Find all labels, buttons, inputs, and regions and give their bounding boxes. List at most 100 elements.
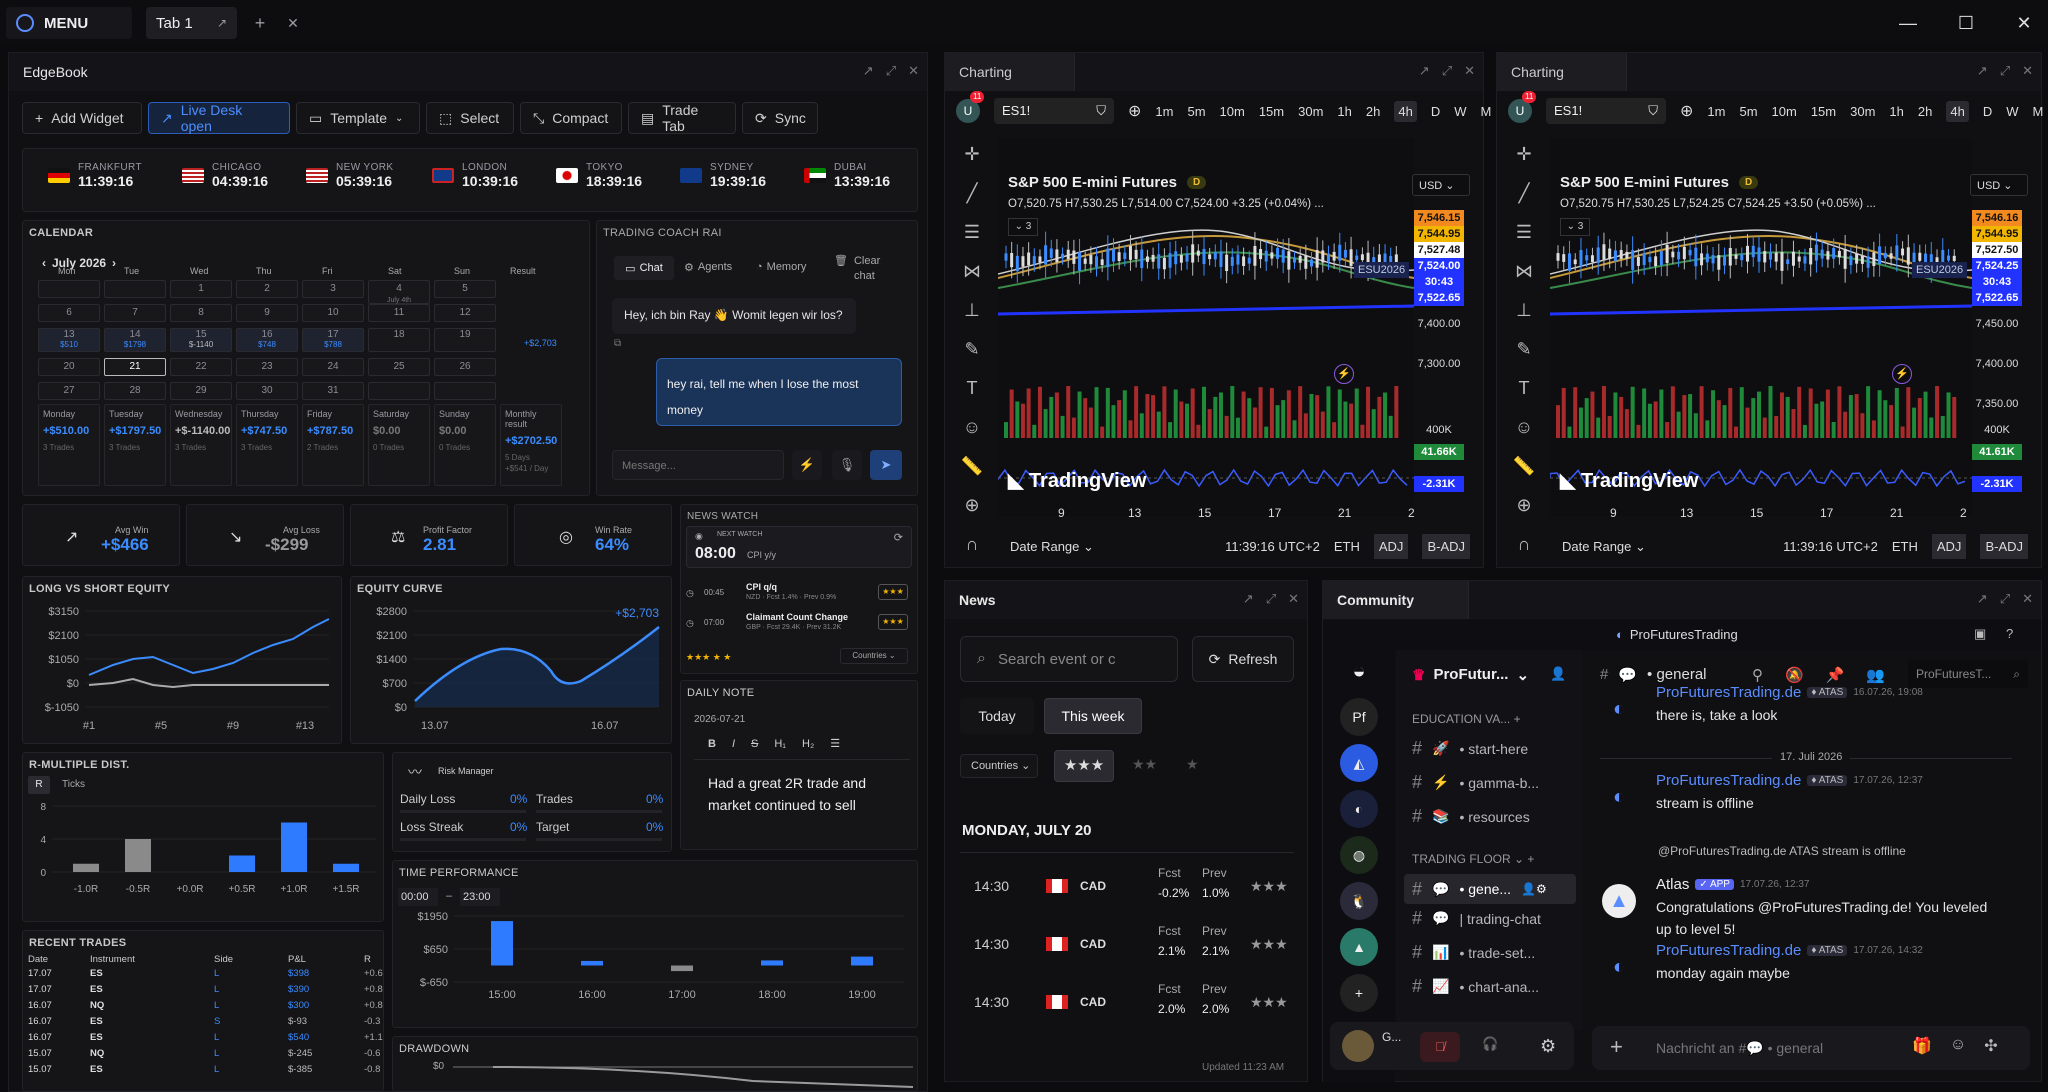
popout-icon[interactable]: ↗ xyxy=(1976,591,1988,606)
expand-icon[interactable]: ⤢ xyxy=(1265,591,1277,606)
impact-3-filter[interactable]: ★★★ xyxy=(1054,750,1114,782)
timeframe-30m[interactable]: 30m xyxy=(1850,103,1876,119)
chat-search[interactable]: ProFuturesT... ⌕ xyxy=(1908,660,2028,688)
date-range-dropdown[interactable]: Date Range ⌄ xyxy=(1562,538,1646,554)
timeframe-4h[interactable]: 4h xyxy=(1946,100,1969,122)
attach-icon[interactable]: + xyxy=(1610,1034,1623,1059)
headset-icon[interactable]: 🎧 xyxy=(1482,1036,1499,1051)
author-name[interactable]: ProFuturesTrading.de xyxy=(1656,942,1802,959)
calendar-day[interactable]: 11 xyxy=(368,304,430,322)
calendar-day[interactable]: 14 $1798 xyxy=(104,328,166,352)
server-name-dropdown[interactable]: ♛ ProFutur... ⌄ xyxy=(1412,666,1529,684)
select-button[interactable]: ⬚ Select xyxy=(426,102,514,134)
expand-icon[interactable]: ⤢ xyxy=(885,63,897,78)
calendar-day[interactable]: 21 xyxy=(104,358,166,376)
category-trading-floor[interactable]: TRADING FLOOR ⌄ + xyxy=(1412,852,1535,866)
calendar-day[interactable]: 16 $748 xyxy=(236,328,298,352)
calendar-day[interactable]: 15 $-1140 xyxy=(170,328,232,352)
calendar-day[interactable]: 6 xyxy=(38,304,100,322)
currency-select[interactable]: USD ⌄ xyxy=(1970,174,2028,196)
calendar-day[interactable]: 8 xyxy=(170,304,232,322)
minimize-button[interactable]: — xyxy=(1899,12,1917,33)
author-name[interactable]: Atlas xyxy=(1656,876,1690,893)
calendar-day[interactable]: 10 xyxy=(302,304,364,322)
news-watch-countries[interactable]: Countries ⌄ xyxy=(840,648,908,664)
emoji-icon[interactable]: ☺ xyxy=(962,417,982,437)
timeframe-1m[interactable]: 1m xyxy=(1707,103,1726,119)
daily-note-text[interactable]: Had a great 2R trade and market continue… xyxy=(708,775,866,813)
author-name[interactable]: ProFuturesTrading.de xyxy=(1656,772,1802,789)
b-adj-button[interactable]: B-ADJ xyxy=(1980,534,2028,559)
gift-icon[interactable]: 🎁 xyxy=(1912,1038,1932,1055)
message-composer[interactable] xyxy=(1592,1026,2030,1070)
indicator-collapse[interactable]: ⌄ 3 xyxy=(1008,218,1038,236)
timeframe-1m[interactable]: 1m xyxy=(1155,103,1174,119)
calendar-day[interactable]: 7 xyxy=(104,304,166,322)
copy-icon[interactable]: ⧉ xyxy=(614,338,622,349)
price-chart[interactable] xyxy=(998,138,1414,516)
tab-1[interactable]: Tab 1 ↗ xyxy=(146,7,237,39)
menu-button[interactable]: MENU xyxy=(6,7,132,39)
heading1-icon[interactable]: H₁ xyxy=(774,737,787,750)
toggle-ticks[interactable]: Ticks xyxy=(62,779,85,790)
calendar-day[interactable] xyxy=(38,280,100,298)
calendar-day[interactable]: 9 xyxy=(236,304,298,322)
calendar-day[interactable] xyxy=(104,280,166,298)
date-range-dropdown[interactable]: Date Range ⌄ xyxy=(1010,538,1094,554)
news-event-row[interactable]: 14:30 CAD Fcst -0.2% Prev 1.0% ★★★ xyxy=(960,858,1290,914)
compact-button[interactable]: ⤡ Compact xyxy=(520,102,622,134)
news-event-row[interactable]: 14:30 CAD Fcst 2.1% Prev 2.1% ★★★ xyxy=(960,916,1290,972)
discord-icon[interactable]: ◒ xyxy=(1340,652,1378,690)
strikethrough-icon[interactable]: S xyxy=(751,737,759,750)
reply-preview[interactable]: @ProFuturesTrading.de ATAS stream is off… xyxy=(1658,844,1906,858)
indicator-collapse[interactable]: ⌄ 3 xyxy=(1560,218,1590,236)
close-icon[interactable]: ✕ xyxy=(2022,63,2033,78)
text-icon[interactable]: T xyxy=(966,378,978,398)
list-icon[interactable]: ☰ xyxy=(830,738,841,750)
magnet-icon[interactable]: ∩ xyxy=(965,534,979,554)
pft-avatar[interactable]: ◐ xyxy=(1602,692,1636,726)
calendar-day[interactable]: 25 xyxy=(368,358,430,376)
external-link-icon[interactable]: ↗ xyxy=(216,16,227,30)
server-penguin-icon[interactable]: 🐧 xyxy=(1340,882,1378,920)
threads-icon[interactable]: ⚲ xyxy=(1752,667,1763,684)
time-from-input[interactable]: 00:00 xyxy=(398,888,438,906)
calendar-day[interactable]: 27 xyxy=(38,382,100,400)
popout-icon[interactable]: ↗ xyxy=(1418,63,1430,78)
add-member-icon[interactable]: 👤 xyxy=(1550,666,1567,681)
timeframe-15m[interactable]: 15m xyxy=(1258,103,1285,119)
channel-item[interactable]: # 🚀 • start-here xyxy=(1412,738,1528,759)
measure-icon[interactable]: ⊥ xyxy=(1516,300,1532,320)
adj-button[interactable]: ADJ xyxy=(1931,534,1967,559)
atlas-avatar[interactable]: ▲ xyxy=(1602,884,1636,918)
add-tab-button[interactable]: + xyxy=(254,12,266,33)
adj-button[interactable]: ADJ xyxy=(1373,534,1409,559)
zoom-icon[interactable]: ⊕ xyxy=(1516,495,1532,515)
symbol-search[interactable]: ES1! ⛉ xyxy=(994,98,1114,124)
unpin-icon[interactable]: ✕ xyxy=(287,14,299,31)
channel-item[interactable]: # ⚡ • gamma-b... xyxy=(1412,772,1539,793)
channel-item[interactable]: # 💬 | trading-chat xyxy=(1404,908,1541,929)
measure-icon[interactable]: ⊥ xyxy=(964,300,980,320)
user-avatar[interactable]: U 11 xyxy=(956,91,985,123)
sync-button[interactable]: ⟳ Sync xyxy=(742,102,818,134)
expand-icon[interactable]: ⤢ xyxy=(1441,63,1453,78)
timeframe-5m[interactable]: 5m xyxy=(1739,103,1758,119)
clear-chat-button[interactable]: 🗑 Clear chat xyxy=(834,254,890,284)
calendar-day[interactable]: 3 xyxy=(302,280,364,298)
add-compare-icon[interactable]: ⊕ xyxy=(1128,103,1142,120)
calendar-day[interactable]: 31 xyxy=(302,382,364,400)
calendar-day[interactable]: 17 $788 xyxy=(302,328,364,352)
coach-tab-agents[interactable]: ⚙ Agents xyxy=(684,261,732,274)
apps-icon[interactable]: ✣ xyxy=(1984,1038,1998,1055)
popout-icon[interactable]: ↗ xyxy=(1976,63,1988,78)
timeframe-1h[interactable]: 1h xyxy=(1889,103,1904,119)
coach-tab-memory[interactable]: ◔ Memory xyxy=(756,261,806,273)
timeframe-2h[interactable]: 2h xyxy=(1917,103,1933,119)
crosshair-icon[interactable]: ✛ xyxy=(1516,144,1532,164)
close-icon[interactable]: ✕ xyxy=(908,63,919,78)
timeframe-10m[interactable]: 10m xyxy=(1771,103,1797,119)
currency-select[interactable]: USD ⌄ xyxy=(1412,174,1470,196)
crosshair-icon[interactable]: ✛ xyxy=(964,144,980,164)
price-chart[interactable] xyxy=(1550,138,1972,516)
